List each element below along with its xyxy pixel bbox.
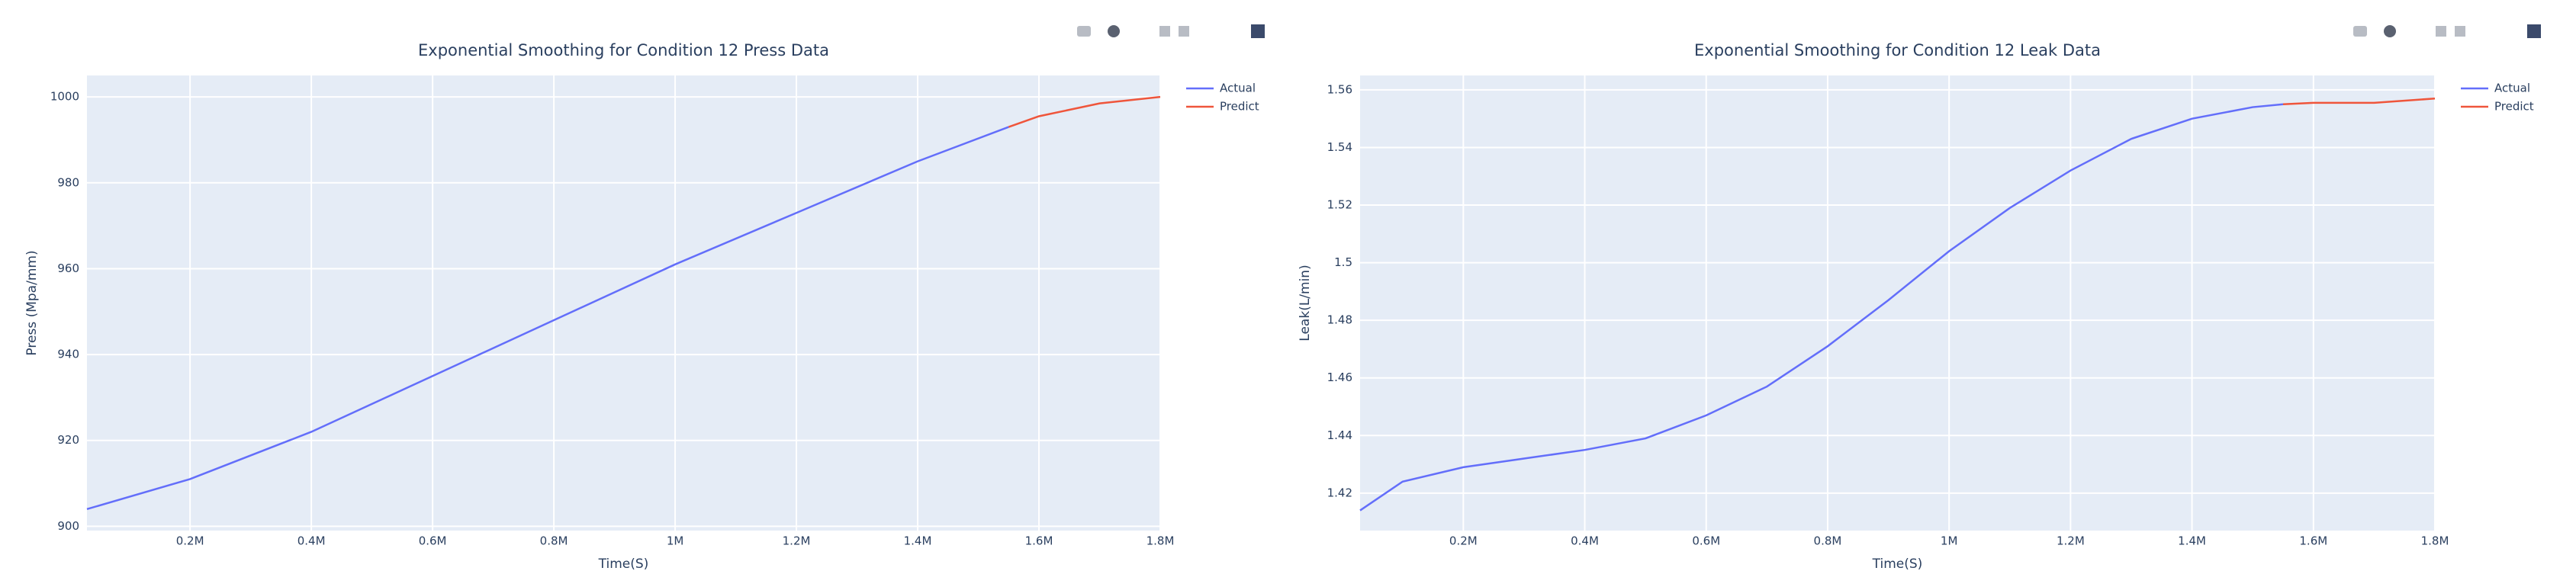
line bbox=[86, 126, 1009, 511]
plot-area bbox=[1360, 75, 2435, 531]
chart: Exponential Smoothing for Condition 12 P… bbox=[24, 41, 1259, 572]
x-tick-label: 1M bbox=[1941, 534, 1958, 548]
x-tick-label: 0.2M bbox=[1449, 534, 1478, 548]
y-axis-title: Leak(L/min) bbox=[1298, 265, 1313, 341]
y-tick-label: 960 bbox=[57, 261, 79, 275]
zoom-icon[interactable] bbox=[2384, 25, 2396, 37]
zoom-in-icon[interactable] bbox=[1159, 26, 1170, 37]
y-tick-label: 1.52 bbox=[1327, 198, 1352, 212]
y-tick-label: 1000 bbox=[50, 90, 79, 104]
toolbar-right bbox=[2353, 24, 2541, 38]
y-tick-label: 1.46 bbox=[1327, 370, 1352, 384]
toolbar-left bbox=[1077, 24, 1265, 38]
y-tick-label: 980 bbox=[57, 175, 79, 189]
y-axis-title: Press (Mpa/mm) bbox=[24, 250, 40, 355]
y-tick-label: 1.54 bbox=[1327, 140, 1352, 154]
x-tick-label: 0.6M bbox=[1692, 534, 1720, 548]
y-tick-label: 1.56 bbox=[1327, 82, 1352, 96]
x-tick-label: 0.4M bbox=[1571, 534, 1599, 548]
x-tick-label: 1.8M bbox=[2421, 534, 2449, 548]
y-tick-label: 1.42 bbox=[1327, 486, 1352, 499]
zoom-in-icon[interactable] bbox=[2436, 26, 2446, 37]
x-tick-label: 1M bbox=[667, 534, 684, 548]
y-tick-label: 1.5 bbox=[1334, 255, 1352, 269]
plotly-logo[interactable] bbox=[1251, 24, 1265, 38]
x-tick-label: 1.4M bbox=[2178, 534, 2206, 548]
line bbox=[1359, 103, 2284, 512]
y-tick-label: 940 bbox=[57, 348, 79, 361]
line bbox=[1008, 95, 1161, 128]
chart-title: Exponential Smoothing for Condition 12 P… bbox=[418, 41, 829, 59]
chart: Exponential Smoothing for Condition 12 L… bbox=[1298, 41, 2534, 572]
x-tick-label: 0.2M bbox=[176, 534, 204, 548]
x-tick-label: 1.2M bbox=[783, 534, 811, 548]
line bbox=[2282, 97, 2436, 106]
plot-area bbox=[87, 75, 1160, 531]
zoom-icon[interactable] bbox=[1108, 25, 1120, 37]
y-tick-label: 900 bbox=[57, 519, 79, 533]
zoom-out-icon[interactable] bbox=[1179, 26, 1189, 37]
x-tick-label: 1.2M bbox=[2057, 534, 2085, 548]
x-axis-title: Time(S) bbox=[598, 557, 649, 572]
x-tick-label: 1.4M bbox=[904, 534, 932, 548]
x-tick-label: 1.6M bbox=[2299, 534, 2327, 548]
x-tick-label: 1.8M bbox=[1146, 534, 1175, 548]
x-tick-label: 0.4M bbox=[297, 534, 326, 548]
chart-title: Exponential Smoothing for Condition 12 L… bbox=[1694, 41, 2101, 59]
x-tick-label: 0.8M bbox=[1814, 534, 1842, 548]
x-tick-label: 0.8M bbox=[540, 534, 568, 548]
y-tick-label: 1.44 bbox=[1327, 428, 1352, 442]
legend-label: Predict bbox=[1220, 100, 1259, 114]
x-axis-title: Time(S) bbox=[1872, 557, 1923, 572]
plotly-logo[interactable] bbox=[2527, 24, 2541, 38]
legend-label: Predict bbox=[2494, 100, 2534, 114]
zoom-out-icon[interactable] bbox=[2455, 26, 2465, 37]
legend-label: Actual bbox=[2494, 82, 2530, 95]
camera-icon[interactable] bbox=[2353, 26, 2367, 37]
x-tick-label: 1.6M bbox=[1025, 534, 1053, 548]
x-tick-label: 0.6M bbox=[419, 534, 447, 548]
legend-label: Actual bbox=[1220, 82, 1256, 95]
y-tick-label: 920 bbox=[57, 433, 79, 447]
y-tick-label: 1.48 bbox=[1327, 313, 1352, 327]
camera-icon[interactable] bbox=[1077, 26, 1091, 37]
